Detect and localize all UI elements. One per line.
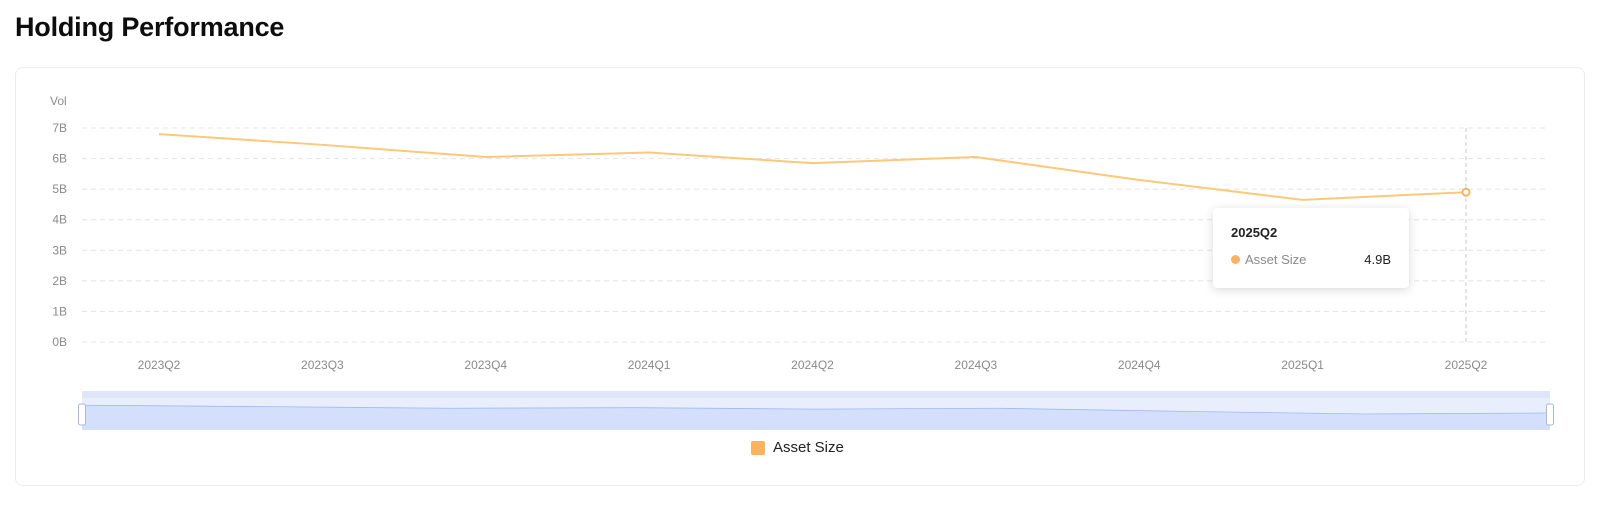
y-tick-label: 7B xyxy=(52,121,67,135)
y-tick-label: 6B xyxy=(52,152,67,166)
tooltip-value: 4.9B xyxy=(1364,252,1391,267)
legend-swatch-icon xyxy=(751,440,765,455)
series-line-asset-size xyxy=(158,133,1467,201)
x-tick-label: 2023Q4 xyxy=(464,358,507,372)
zoom-preview-line xyxy=(81,404,1551,415)
x-tick-label: 2025Q2 xyxy=(1445,358,1488,372)
x-tick-label: 2024Q1 xyxy=(628,358,671,372)
y-tick-label: 4B xyxy=(52,213,67,227)
x-tick-label: 2025Q1 xyxy=(1281,358,1324,372)
grid-lines xyxy=(82,127,1548,343)
page-title: Holding Performance xyxy=(15,12,285,42)
y-tick-label: 1B xyxy=(52,304,67,318)
series-dot-icon xyxy=(1231,255,1240,264)
tooltip: 2025Q2 Asset Size 4.9B xyxy=(1213,208,1409,288)
zoom-handle-left[interactable] xyxy=(78,403,86,426)
y-tick-label: 0B xyxy=(52,335,67,349)
x-tick-label: 2024Q3 xyxy=(955,358,998,372)
tooltip-series-name: Asset Size xyxy=(1245,252,1307,267)
tooltip-row: Asset Size 4.9B xyxy=(1231,252,1391,267)
legend-item-asset-size[interactable]: Asset Size xyxy=(751,439,844,456)
x-tick-labels: 2023Q2 2023Q3 2023Q4 2024Q1 2024Q2 2024Q3 2024… xyxy=(138,358,1488,372)
series-layer xyxy=(158,133,1471,201)
x-tick-label: 2023Q2 xyxy=(138,358,181,372)
tooltip-title: 2025Q2 xyxy=(1231,225,1278,240)
data-zoom-slider[interactable] xyxy=(78,391,1554,430)
y-tick-label: 3B xyxy=(52,243,67,257)
data-point[interactable] xyxy=(1461,187,1471,197)
x-tick-label: 2023Q3 xyxy=(301,358,344,372)
y-tick-label: 5B xyxy=(52,182,67,196)
legend-label: Asset Size xyxy=(773,439,844,456)
y-tick-labels: 0B 1B 2B 3B 4B 5B 6B 7B xyxy=(52,121,67,349)
y-axis-label: Vol xyxy=(50,94,67,108)
x-tick-label: 2024Q2 xyxy=(791,358,834,372)
x-tick-label: 2024Q4 xyxy=(1118,358,1161,372)
zoom-handle-right[interactable] xyxy=(1546,403,1554,426)
zoom-move-handle[interactable] xyxy=(82,391,1550,398)
y-tick-label: 2B xyxy=(52,274,67,288)
